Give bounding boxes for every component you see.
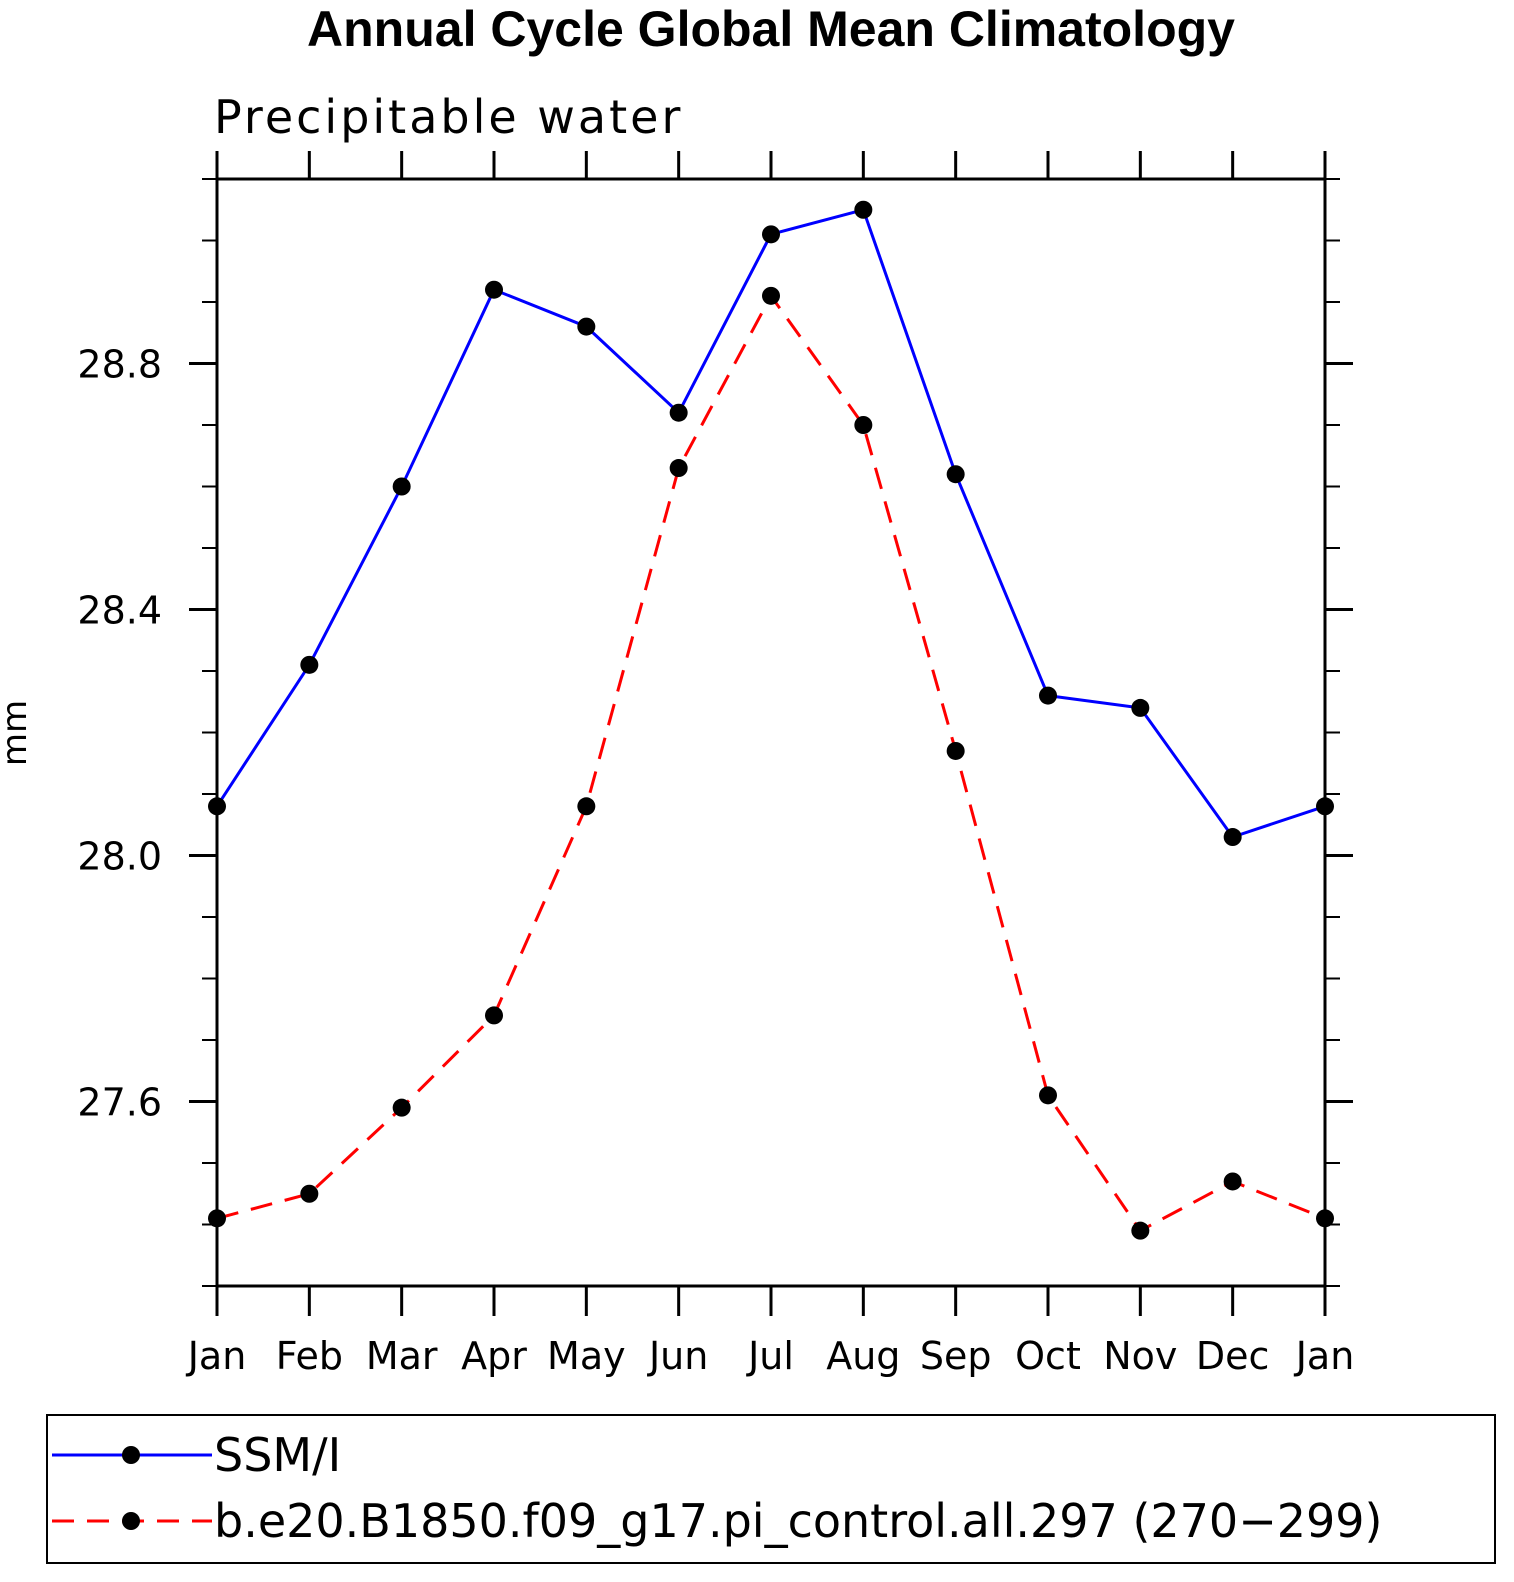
data-point-1-11 (1223, 1172, 1242, 1191)
y-tick-label: 28.4 (77, 589, 162, 633)
y-ticks (189, 178, 1353, 1287)
x-tick-label: Nov (1103, 1334, 1177, 1378)
x-tick-label: Jan (186, 1334, 247, 1378)
data-point-0-8 (946, 465, 965, 484)
data-point-1-3 (485, 1006, 503, 1025)
data-point-1-1 (300, 1184, 319, 1203)
x-tick-label: Dec (1196, 1334, 1270, 1378)
y-axis-label: mm (0, 700, 35, 766)
legend-marker-model (122, 1512, 140, 1530)
x-tick-labels: Jan Feb Mar Apr May Jun Jul Aug Sep Oct Nov Dec Jan (186, 1334, 1355, 1378)
legend-marker-ssmi (122, 1446, 140, 1464)
data-point-0-5 (669, 403, 688, 422)
data-point-0-10 (1131, 698, 1150, 717)
series-markers (208, 200, 1334, 1240)
data-point-0-9 (1039, 686, 1057, 705)
x-tick-label: Aug (826, 1334, 900, 1378)
x-tick-label: Sep (920, 1334, 992, 1378)
data-point-1-0 (208, 1209, 226, 1228)
legend-label-ssmi: SSM/I (214, 1428, 341, 1482)
legend-frame (46, 1414, 1496, 1564)
data-point-0-11 (1223, 828, 1242, 847)
data-point-0-0 (208, 797, 226, 816)
series-line-1 (216, 293, 1326, 1233)
legend-label-model: b.e20.B1850.f09_g17.pi_control.all.297 (… (214, 1494, 1383, 1548)
chart-title: Annual Cycle Global Mean Climatology (307, 1, 1235, 57)
data-point-1-12 (1316, 1209, 1334, 1228)
data-point-1-2 (392, 1098, 411, 1117)
y-tick-label: 28.0 (77, 835, 162, 879)
x-tick-label: Jul (746, 1334, 794, 1378)
data-point-1-10 (1131, 1221, 1150, 1240)
series-lines (215, 207, 1326, 1233)
y-tick-label: 28.8 (77, 343, 162, 387)
x-tick-label: Mar (366, 1334, 438, 1378)
data-point-0-2 (392, 477, 411, 496)
data-point-0-6 (762, 225, 780, 244)
x-ticks (215, 151, 1327, 1316)
x-tick-label: Feb (276, 1334, 343, 1378)
x-tick-label: Jun (647, 1334, 708, 1378)
x-tick-label: May (547, 1334, 626, 1378)
data-point-1-8 (946, 741, 965, 760)
x-tick-label: Oct (1015, 1334, 1081, 1378)
data-point-1-5 (669, 459, 688, 478)
data-point-0-4 (577, 317, 596, 336)
data-point-0-3 (485, 280, 503, 299)
chart-subtitle: Precipitable water (214, 90, 683, 144)
legend: SSM/I b.e20.B1850.f09_g17.pi_control.all… (46, 1414, 1496, 1564)
data-point-0-7 (854, 200, 873, 219)
data-point-1-4 (577, 797, 596, 816)
x-tick-label: Jan (1294, 1334, 1355, 1378)
x-tick-label: Apr (461, 1334, 527, 1378)
y-tick-labels: 27.6 28.0 28.4 28.8 (77, 343, 162, 1125)
data-point-0-1 (300, 655, 319, 674)
data-point-0-12 (1316, 797, 1334, 816)
y-tick-label: 27.6 (77, 1081, 162, 1125)
data-point-1-9 (1039, 1086, 1057, 1105)
data-point-1-7 (854, 416, 873, 434)
data-point-1-6 (762, 286, 780, 305)
